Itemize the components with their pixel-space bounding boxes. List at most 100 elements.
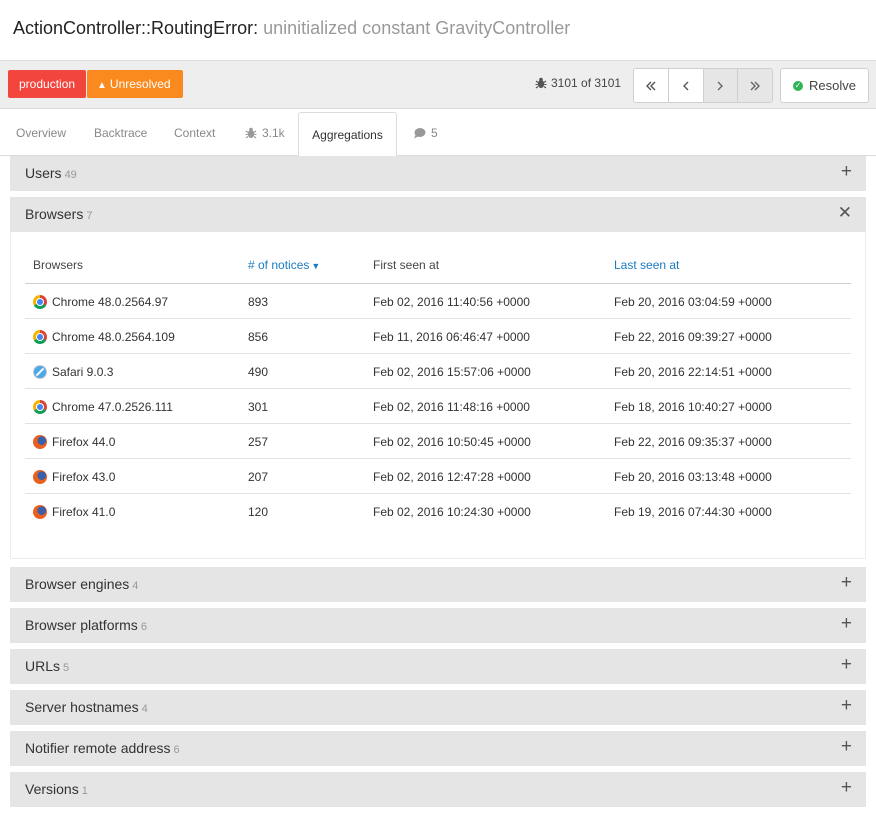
column-header-browsers[interactable]: Browsers [33,258,84,272]
tab-aggregations[interactable]: Aggregations [298,112,397,157]
section-server-hostnames[interactable]: Server hostnames 4 + [10,690,866,725]
section-count: 1 [81,785,88,797]
browser-name: Firefox 41.0 [52,505,116,519]
tab-notices[interactable]: 3.1k [245,108,285,155]
first-notice-button[interactable] [634,69,669,102]
browser-name: Chrome 48.0.2564.97 [52,295,169,309]
firefox-icon [33,470,47,484]
environment-badge[interactable]: production [8,70,86,98]
browser-name: Chrome 47.0.2526.111 [52,400,173,414]
last-seen-cell: Feb 20, 2016 03:04:59 +0000 [614,295,772,309]
expand-icon[interactable]: + [840,613,852,634]
notices-cell: 893 [248,295,269,309]
first-seen-cell: Feb 02, 2016 10:24:30 +0000 [373,505,531,519]
section-title: Notifier remote address 6 [25,740,180,756]
notices-cell: 856 [248,330,269,344]
notice-pager [633,68,773,103]
section-title: Versions 1 [25,781,88,797]
resolve-button[interactable]: ✓ Resolve [780,68,869,103]
section-notifier-remote-address[interactable]: Notifier remote address 6 + [10,731,866,766]
notices-cell: 257 [248,435,269,449]
comment-icon [414,128,426,139]
browser-cell: Chrome 47.0.2526.111 [33,400,173,414]
section-users[interactable]: Users 49 + [10,156,866,191]
expand-icon[interactable]: + [840,736,852,757]
previous-notice-button[interactable] [668,69,704,102]
column-header-notices-label: # of notices [248,258,310,272]
chrome-icon [33,400,47,414]
warning-icon: ▲ [97,80,107,91]
table-row: Firefox 44.0 257 Feb 02, 2016 10:50:45 +00… [25,424,851,459]
table-row: Safari 9.0.3 490 Feb 02, 2016 15:57:06 +00… [25,354,851,389]
section-browser-engines[interactable]: Browser engines 4 + [10,567,866,602]
notice-counter: 3101 of 3101 [535,76,621,90]
tab-backtrace[interactable]: Backtrace [94,126,148,140]
first-seen-cell: Feb 02, 2016 12:47:28 +0000 [373,470,531,484]
double-chevron-right-icon [750,81,761,90]
browser-cell: Chrome 48.0.2564.109 [33,330,175,344]
firefox-icon [33,435,47,449]
section-name: Server hostnames [25,699,139,715]
last-seen-cell: Feb 20, 2016 03:13:48 +0000 [614,470,772,484]
section-browser-platforms[interactable]: Browser platforms 6 + [10,608,866,643]
table-row: Chrome 48.0.2564.97 893 Feb 02, 2016 11:40… [25,284,851,319]
error-class: ActionController::RoutingError: [13,18,259,38]
page-title: ActionController::RoutingError: uninitia… [13,18,570,39]
column-header-last-seen[interactable]: Last seen at [614,258,680,272]
table-row: Chrome 47.0.2526.111 301 Feb 02, 2016 11:4… [25,389,851,424]
expand-icon[interactable]: + [840,777,852,798]
column-header-first-seen[interactable]: First seen at [373,258,440,272]
notices-cell: 301 [248,400,269,414]
section-name: Browsers [25,206,84,222]
check-circle-icon: ✓ [793,80,804,91]
browser-name: Firefox 44.0 [52,435,116,449]
section-title: URLs 5 [25,658,69,674]
notice-counter-label: 3101 of 3101 [551,76,622,90]
tab-context[interactable]: Context [174,126,216,140]
notices-cell: 490 [248,365,269,379]
section-urls[interactable]: URLs 5 + [10,649,866,684]
double-chevron-left-icon [645,81,656,90]
chevron-right-icon [717,81,724,90]
tab-overview[interactable]: Overview [16,126,67,140]
browser-cell: Firefox 41.0 [33,505,115,519]
column-header-notices[interactable]: # of notices ▼ [248,258,320,272]
collapse-icon[interactable]: ✕ [837,203,852,222]
status-badge[interactable]: ▲ Unresolved [87,70,183,98]
browser-cell: Chrome 48.0.2564.97 [33,295,168,309]
sort-descending-icon: ▼ [311,261,321,271]
first-seen-cell: Feb 02, 2016 10:50:45 +0000 [373,435,531,449]
expand-icon[interactable]: + [840,572,852,593]
first-seen-cell: Feb 02, 2016 11:48:16 +0000 [373,400,530,414]
section-name: Browser platforms [25,617,138,633]
last-notice-button[interactable] [738,69,772,102]
next-notice-button[interactable] [703,69,739,102]
first-seen-cell: Feb 11, 2016 06:46:47 +0000 [373,330,530,344]
tab-bar: Overview Backtrace Context 3.1k Aggregat… [0,108,876,157]
table-row: Chrome 48.0.2564.109 856 Feb 11, 2016 06:4… [25,319,851,354]
section-versions[interactable]: Versions 1 + [10,772,866,807]
section-browsers[interactable]: Browsers 7 ✕ [10,197,866,232]
section-name: URLs [25,658,61,674]
chevron-left-icon [682,81,689,90]
expand-icon[interactable]: + [840,161,852,182]
browser-cell: Firefox 44.0 [33,435,115,449]
section-title: Browser platforms 6 [25,617,147,633]
section-count: 49 [64,169,77,181]
browsers-panel [10,232,866,559]
section-name: Browser engines [25,576,130,592]
last-seen-cell: Feb 20, 2016 22:14:51 +0000 [614,365,772,379]
chrome-icon [33,295,47,309]
last-seen-cell: Feb 22, 2016 09:35:37 +0000 [614,435,772,449]
section-count: 6 [173,744,180,756]
section-title: Browsers 7 [25,206,92,222]
expand-icon[interactable]: + [840,654,852,675]
section-title: Users 49 [25,165,77,181]
expand-icon[interactable]: + [840,695,852,716]
table-row: Firefox 43.0 207 Feb 02, 2016 12:47:28 +00… [25,459,851,494]
browser-cell: Safari 9.0.3 [33,365,113,379]
bug-icon [535,77,547,89]
status-badge-label: Unresolved [109,77,171,91]
browsers-table: Browsers # of notices ▼ First seen at Las… [25,247,851,528]
tab-comments[interactable]: 5 [413,108,438,155]
